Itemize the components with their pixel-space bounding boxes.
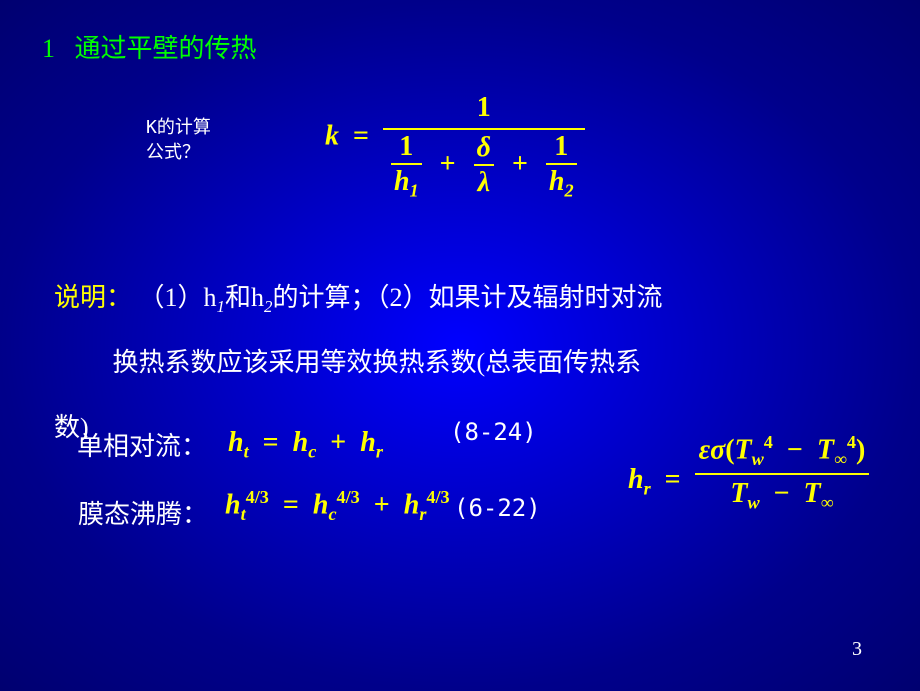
explain-l1b: 和h <box>225 283 264 312</box>
formula-ht: ht = hc + hr <box>228 427 383 463</box>
k-d1-bot: h <box>394 166 410 197</box>
ht-h: h <box>228 427 244 458</box>
k-d3-top: 1 <box>554 131 568 162</box>
fb-hr: h <box>404 489 420 520</box>
formula-k: k = 1 1 h1 + δ λ + 1 h2 <box>325 92 585 200</box>
hr-exp4b: 4 <box>847 432 856 452</box>
ht-eq: = <box>263 427 279 458</box>
hr-dminus: − <box>774 478 790 509</box>
hr-exp4a: 4 <box>764 432 773 452</box>
formula-hr: hr = εσ(Tw4 − T∞4) Tw − T∞ <box>628 432 869 514</box>
hc-sub: c <box>308 442 316 462</box>
explain-l2: 换热系数应该采用等效换热系数(总表面传热系 <box>113 348 642 377</box>
hr-minus: − <box>787 434 803 465</box>
k-d1-top: 1 <box>399 131 413 162</box>
k-d2-top: δ <box>477 132 491 163</box>
fb-ht: h <box>225 489 241 520</box>
hr-dTinf-sub: ∞ <box>821 493 834 513</box>
hr-lhs-sub: r <box>644 479 651 499</box>
hr-eq: = <box>665 464 681 495</box>
ref-6-22: (6-22) <box>454 494 541 522</box>
hr-Tw: T <box>735 434 752 465</box>
explain-label: 说明： <box>54 283 132 312</box>
section-number: 1 <box>42 34 55 63</box>
hr-lp: ( <box>725 434 734 465</box>
explain-sub1: 1 <box>217 297 225 316</box>
explain-l1a: （1）h <box>139 283 217 312</box>
ht-sub: t <box>244 442 249 462</box>
k-d3-sub: 2 <box>565 180 574 200</box>
hr-Tinf: T <box>817 434 834 465</box>
formula-ht43: ht4/3 = hc4/3 + hr4/3 <box>225 487 450 525</box>
fb-exp2: 4/3 <box>337 487 360 507</box>
k-lhs: k <box>325 121 339 152</box>
explain-l1c: 的计算；（2）如果计及辐射时对流 <box>272 283 662 312</box>
k-d1-sub: 1 <box>410 180 419 200</box>
hr-lhs: h <box>628 464 644 495</box>
ref-8-24: (8-24) <box>450 418 537 446</box>
hr-eps: ε <box>699 434 710 465</box>
fb-hc: h <box>313 489 329 520</box>
hr-Tinf-sub: ∞ <box>834 449 847 469</box>
hr-rp: ) <box>856 434 865 465</box>
single-phase-label: 单相对流： <box>77 426 207 463</box>
hc-h: h <box>293 427 309 458</box>
page-number: 3 <box>852 638 862 661</box>
hr-dTw: T <box>730 478 747 509</box>
hr-dTw-sub: w <box>747 493 759 513</box>
film-boiling-label: 膜态沸腾： <box>78 494 208 531</box>
hr-h: h <box>360 427 376 458</box>
k-d2-bot: λ <box>478 167 490 198</box>
k-calc-label: K的计算 公式？ <box>146 115 211 165</box>
hr-sigma: σ <box>710 434 725 465</box>
fb-eq: = <box>283 489 299 520</box>
fb-hc-sub: c <box>328 504 336 524</box>
fb-exp3: 4/3 <box>426 487 449 507</box>
hr-Tw-sub: w <box>752 449 764 469</box>
hr-sub: r <box>376 442 383 462</box>
k-num: 1 <box>477 92 491 123</box>
section-title: 1 通过平壁的传热 <box>42 28 257 65</box>
hr-dTinf: T <box>804 478 821 509</box>
section-heading: 通过平壁的传热 <box>75 34 257 63</box>
fb-plus: + <box>374 489 390 520</box>
fb-exp1: 4/3 <box>246 487 269 507</box>
ht-plus: + <box>330 427 346 458</box>
k-d3-bot: h <box>549 166 565 197</box>
calc-label-text: K的计算 公式？ <box>146 117 211 163</box>
